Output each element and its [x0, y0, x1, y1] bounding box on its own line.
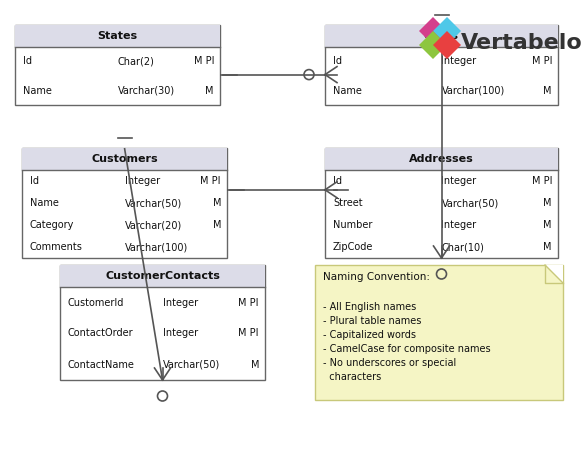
Polygon shape — [433, 31, 461, 59]
Text: Cities: Cities — [424, 31, 459, 41]
Text: Varchar(50): Varchar(50) — [441, 198, 498, 208]
Bar — [60, 265, 265, 287]
Bar — [15, 25, 220, 105]
Text: Varchar(20): Varchar(20) — [125, 220, 182, 230]
Text: Category: Category — [30, 220, 75, 230]
Text: Addresses: Addresses — [409, 154, 474, 164]
Text: Varchar(30): Varchar(30) — [118, 85, 175, 96]
Polygon shape — [433, 17, 461, 45]
Text: - Plural table names: - Plural table names — [323, 316, 422, 326]
Text: Name: Name — [30, 198, 59, 208]
Bar — [325, 25, 558, 47]
Text: Integer: Integer — [441, 56, 477, 67]
Text: Naming Convention:: Naming Convention: — [323, 272, 430, 282]
Text: characters: characters — [323, 372, 381, 382]
Text: M: M — [212, 198, 221, 208]
Bar — [315, 265, 563, 400]
Text: ZipCode: ZipCode — [333, 242, 373, 252]
Text: Char(10): Char(10) — [441, 242, 484, 252]
Text: Comments: Comments — [30, 242, 83, 252]
Text: Id: Id — [23, 56, 32, 67]
Bar — [22, 148, 227, 258]
Text: M: M — [543, 242, 552, 252]
Text: Varchar(50): Varchar(50) — [125, 198, 182, 208]
Text: M: M — [205, 85, 214, 96]
Text: CustomerId: CustomerId — [68, 297, 124, 308]
Text: M: M — [543, 85, 552, 96]
Text: M: M — [543, 198, 552, 208]
Text: Name: Name — [23, 85, 52, 96]
Text: Integer: Integer — [163, 297, 198, 308]
Bar — [15, 25, 220, 47]
Text: Integer: Integer — [441, 220, 477, 230]
Bar — [22, 148, 227, 170]
Text: Id: Id — [30, 176, 39, 186]
Text: Varchar(50): Varchar(50) — [163, 359, 220, 370]
Text: M PI: M PI — [201, 176, 221, 186]
Polygon shape — [419, 17, 447, 45]
Text: M PI: M PI — [238, 297, 259, 308]
Bar — [60, 265, 265, 380]
Bar — [325, 148, 558, 258]
Text: M PI: M PI — [238, 329, 259, 338]
Text: - No underscores or special: - No underscores or special — [323, 358, 456, 368]
Polygon shape — [545, 265, 563, 283]
Text: - Capitalized words: - Capitalized words — [323, 330, 416, 340]
Text: ContactOrder: ContactOrder — [68, 329, 134, 338]
Text: States: States — [97, 31, 138, 41]
Polygon shape — [419, 31, 447, 59]
Text: CustomerContacts: CustomerContacts — [105, 271, 220, 281]
Text: Integer: Integer — [441, 176, 477, 186]
Text: Char(2): Char(2) — [118, 56, 154, 67]
Text: M: M — [212, 220, 221, 230]
Text: M: M — [251, 359, 259, 370]
Text: Street: Street — [333, 198, 363, 208]
Text: Integer: Integer — [125, 176, 160, 186]
Text: M PI: M PI — [194, 56, 214, 67]
Text: Integer: Integer — [163, 329, 198, 338]
Bar — [325, 25, 558, 105]
Text: Varchar(100): Varchar(100) — [441, 85, 505, 96]
Text: M PI: M PI — [532, 56, 552, 67]
Text: Varchar(100): Varchar(100) — [125, 242, 188, 252]
Text: Id: Id — [333, 176, 342, 186]
Text: - CamelCase for composite names: - CamelCase for composite names — [323, 344, 491, 354]
Text: Number: Number — [333, 220, 373, 230]
Text: Id: Id — [333, 56, 342, 67]
Text: Customers: Customers — [91, 154, 158, 164]
Text: ContactName: ContactName — [68, 359, 135, 370]
Text: Vertabelo: Vertabelo — [461, 33, 583, 53]
Text: M PI: M PI — [532, 176, 552, 186]
Text: M: M — [543, 220, 552, 230]
Bar — [325, 148, 558, 170]
Text: Name: Name — [333, 85, 362, 96]
Text: - All English names: - All English names — [323, 302, 416, 312]
